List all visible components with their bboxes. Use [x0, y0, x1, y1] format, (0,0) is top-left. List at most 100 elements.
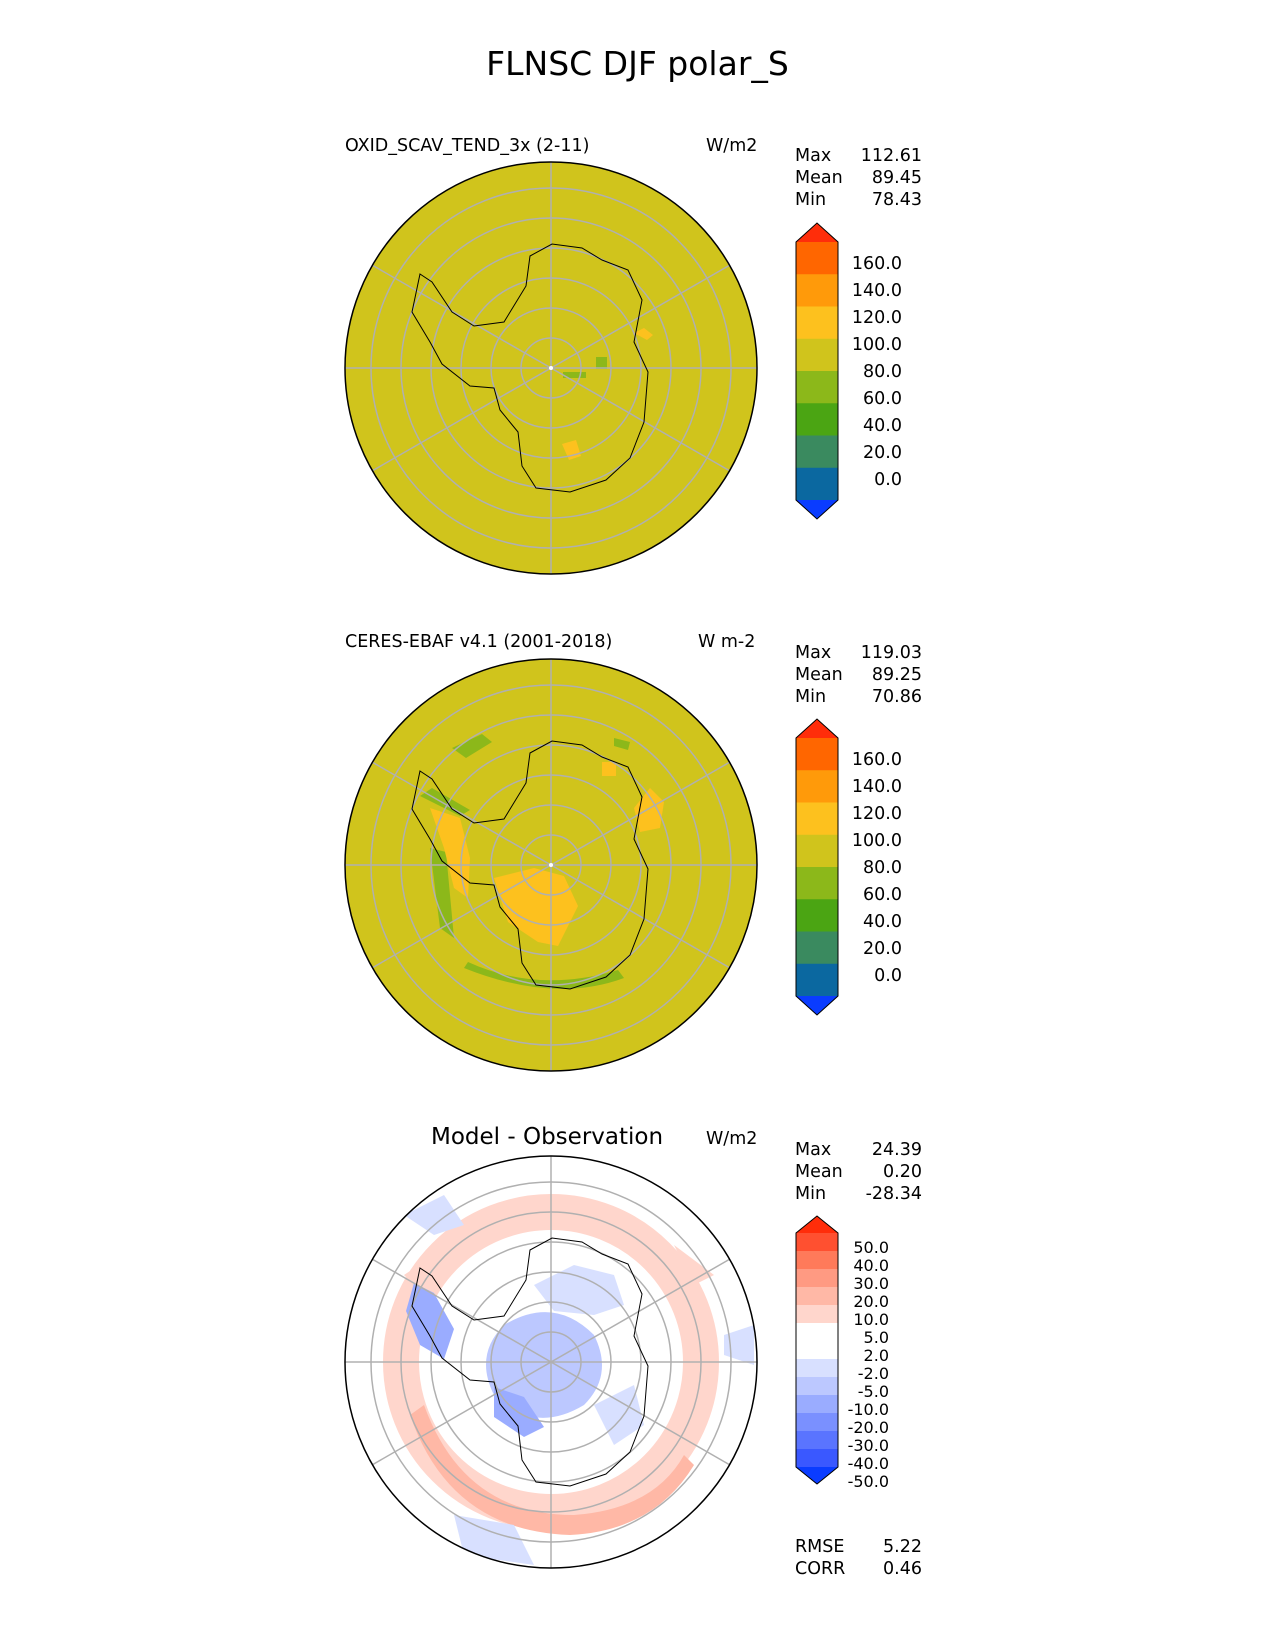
- panel-3-max-label: Max: [795, 1140, 832, 1160]
- panel-2-title: CERES-EBAF v4.1 (2001-2018): [345, 632, 613, 652]
- colorbar-segment: [796, 1395, 838, 1414]
- panel-2-coastline: [411, 740, 649, 990]
- colorbar-segment: [796, 1431, 838, 1450]
- panel-2-cool-patch: [430, 848, 454, 938]
- panel-2-cool-patch: [452, 734, 492, 758]
- panel-1-title: OXID_SCAV_TEND_3x (2-11): [345, 136, 590, 156]
- panel-1-polar-map: [344, 161, 758, 575]
- panel-3-min-label: Min: [795, 1184, 827, 1204]
- colorbar-segment: [796, 467, 838, 501]
- panel-1-colorbar-tick: 80.0: [863, 362, 902, 382]
- colorbar-segment: [796, 274, 838, 307]
- colorbar-segment: [796, 802, 838, 836]
- panel-1-colorbar-tick: 120.0: [851, 308, 902, 328]
- panel-2-colorbar-tick: 60.0: [863, 885, 902, 905]
- panel-3-max-value: 24.39: [871, 1140, 922, 1160]
- panel-1-colorbar-tick: 100.0: [851, 335, 902, 355]
- panel-3-corr-label: CORR: [795, 1559, 846, 1579]
- panel-1-mean-label: Mean: [795, 168, 843, 188]
- panel-3-colorbar-tick: -50.0: [847, 1472, 889, 1491]
- panel-3-colorbar-tick: 20.0: [853, 1292, 889, 1311]
- panel-3-colorbar-tick: -5.0: [857, 1382, 889, 1401]
- colorbar-segment: [796, 371, 838, 404]
- colorbar-segment: [796, 996, 838, 1015]
- panel-3-negative-patch: [486, 1312, 602, 1418]
- panel-1-colorbar-tick: 60.0: [863, 389, 902, 409]
- panel-3-negative-patch: [404, 1195, 464, 1235]
- panel-1-pole-marker: [549, 366, 553, 370]
- panel-3-rmse-label: RMSE: [795, 1537, 845, 1557]
- panel-2-colorbar-tick: 100.0: [851, 831, 902, 851]
- panel-1-coastline: [411, 243, 649, 493]
- panel-3-colorbar-tick: 2.0: [863, 1346, 889, 1365]
- panel-2-mean-label: Mean: [795, 665, 843, 685]
- panel-1-colorbar-tick: 160.0: [851, 254, 902, 274]
- panel-2-colorbar-tick: 20.0: [863, 939, 902, 959]
- colorbar-segment: [796, 1341, 838, 1360]
- panel-1-cool-patch: [596, 357, 607, 369]
- panel-1-colorbar-tick: 20.0: [863, 443, 902, 463]
- panel-1-colorbar-tick: 40.0: [863, 416, 902, 436]
- colorbar-segment: [796, 834, 838, 868]
- panel-2-cool-patch: [464, 962, 624, 989]
- figure-title: FLNSC DJF polar_S: [486, 44, 789, 83]
- panel-3-positive-patch: [674, 1245, 714, 1285]
- colorbar-segment: [796, 1287, 838, 1306]
- panel-2-colorbar-tick: 140.0: [851, 777, 902, 797]
- colorbar-segment: [796, 770, 838, 803]
- panel-2-mean-value: 89.25: [871, 665, 922, 685]
- colorbar-segment: [796, 338, 838, 372]
- panel-1-colorbar: [795, 222, 839, 520]
- panel-3-units: W/m2: [706, 1129, 758, 1149]
- panel-2-colorbar: [795, 718, 839, 1016]
- panel-3-colorbar-tick: -10.0: [847, 1400, 889, 1419]
- panel-1-graticule: [345, 162, 757, 574]
- panel-3-colorbar-tick: 30.0: [853, 1274, 889, 1293]
- panel-3-colorbar-tick: 10.0: [853, 1310, 889, 1329]
- panel-3-coastline: [411, 1237, 649, 1487]
- colorbar-segment: [796, 1323, 838, 1342]
- colorbar-segment: [796, 931, 838, 965]
- colorbar-segment: [796, 1269, 838, 1288]
- panel-2-warm-patch: [494, 868, 578, 946]
- panel-1-warm-patch: [634, 328, 653, 340]
- colorbar-segment: [796, 899, 838, 932]
- colorbar-segment: [796, 1359, 838, 1378]
- panel-1-max-value: 112.61: [860, 146, 922, 166]
- panel-3-title: Model - Observation: [431, 1124, 664, 1150]
- panel-2-colorbar-tick: 0.0: [874, 966, 902, 986]
- panel-3-polar-map: [344, 1155, 758, 1569]
- panel-1-min-value: 78.43: [871, 190, 922, 210]
- panel-1-colorbar-tick: 0.0: [874, 470, 902, 490]
- colorbar-segment: [796, 1251, 838, 1270]
- panel-2-units: W m-2: [698, 632, 756, 652]
- colorbar-segment: [796, 1305, 838, 1324]
- panel-3-positive-patch: [410, 1405, 694, 1535]
- panel-3-negative-patch: [594, 1385, 644, 1445]
- panel-1-mean-value: 89.45: [871, 168, 922, 188]
- colorbar-segment: [796, 738, 838, 771]
- panel-2-warm-patch: [602, 762, 616, 776]
- panel-3-negative-patch: [406, 1283, 454, 1359]
- panel-1-colorbar-tick: 140.0: [851, 281, 902, 301]
- colorbar-segment: [796, 867, 838, 900]
- panel-3-mean-value: 0.20: [883, 1162, 922, 1182]
- panel-3-colorbar-tick: 40.0: [853, 1256, 889, 1275]
- panel-2-max-value: 119.03: [860, 643, 922, 663]
- panel-2-max-label: Max: [795, 643, 832, 663]
- panel-2-map-boundary: [344, 658, 758, 1072]
- colorbar-segment: [796, 1467, 838, 1484]
- panel-2-colorbar-tick: 80.0: [863, 858, 902, 878]
- panel-1-map-boundary: [344, 161, 758, 575]
- panel-3-graticule: [345, 1156, 757, 1568]
- colorbar-segment: [796, 403, 838, 436]
- panel-3-colorbar-tick: -40.0: [847, 1454, 889, 1473]
- panel-2-colorbar-tick: 40.0: [863, 912, 902, 932]
- colorbar-segment: [796, 500, 838, 519]
- colorbar-segment: [796, 1233, 838, 1252]
- panel-3-min-value: -28.34: [865, 1184, 922, 1204]
- colorbar-segment: [796, 223, 838, 242]
- panel-3-colorbar-tick: -30.0: [847, 1436, 889, 1455]
- panel-2-colorbar-tick: 120.0: [851, 804, 902, 824]
- colorbar-segment: [796, 1216, 838, 1233]
